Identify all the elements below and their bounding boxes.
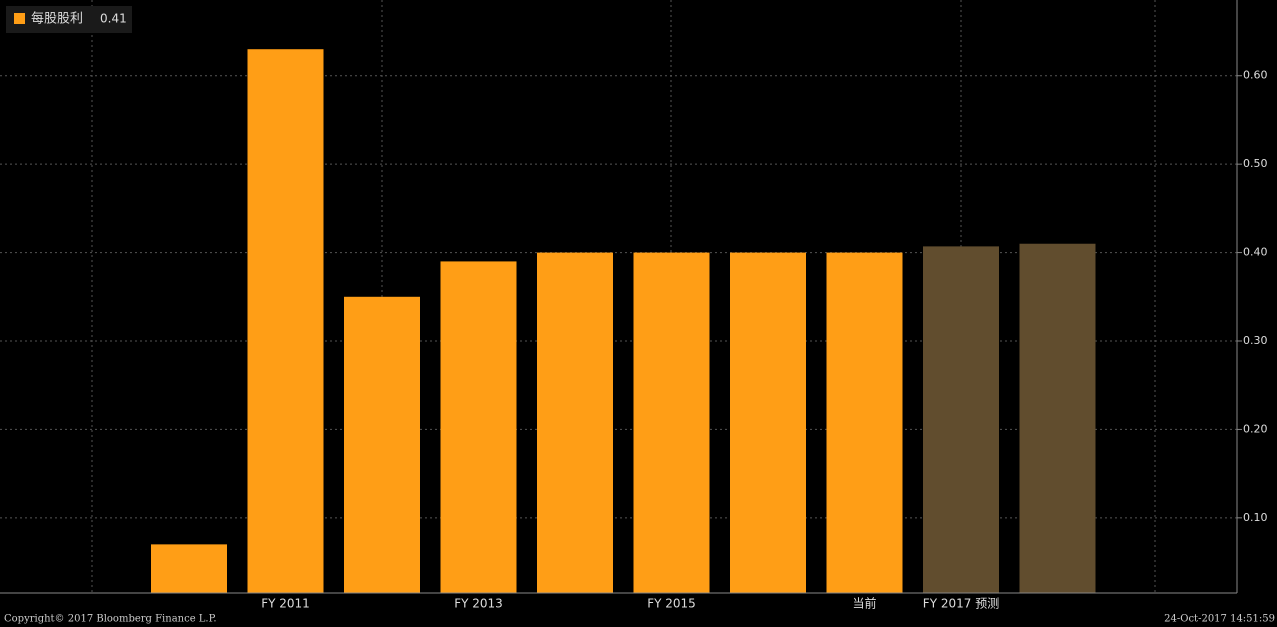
bar [247,49,324,594]
bar [633,252,710,593]
x-tick-label: 当前 [852,596,876,611]
bar [151,544,227,593]
bar [923,246,999,594]
bar [1019,243,1096,593]
x-tick-label: FY 2011 [261,597,310,611]
y-tick-label: 0.50 [1243,157,1268,170]
x-tick-label: FY 2013 [454,597,503,611]
bar [730,252,806,593]
x-tick-label: FY 2017 预测 [923,597,999,611]
y-tick-label: 0.30 [1243,334,1268,347]
legend-label: 每股股利 [31,11,83,27]
y-tick-label: 0.40 [1243,246,1268,259]
legend-box [6,6,132,33]
legend-value: 0.41 [100,12,127,26]
copyright: Copyright© 2017 Bloomberg Finance L.P. [4,614,217,625]
bar [440,261,517,593]
legend-swatch [14,13,25,24]
y-tick-label: 0.20 [1243,422,1268,435]
y-tick-label: 0.60 [1243,69,1268,82]
timestamp: 24-Oct-2017 14:51:59 [1164,614,1275,625]
bar [826,252,903,593]
bar [344,296,420,593]
bar [537,252,613,593]
y-tick-label: 0.10 [1243,511,1268,524]
x-tick-label: FY 2015 [647,597,696,611]
